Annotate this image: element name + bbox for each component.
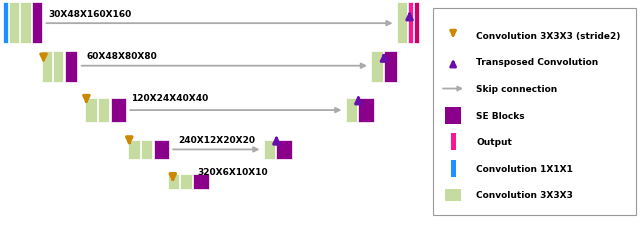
Text: Convolution 1X1X1: Convolution 1X1X1 (476, 164, 573, 173)
Bar (451, 160, 456, 177)
Bar (42, 52, 52, 82)
Text: 320X6X10X10: 320X6X10X10 (197, 167, 268, 176)
Bar (193, 174, 209, 189)
Bar (128, 140, 140, 159)
Text: Output: Output (476, 138, 512, 147)
Bar (384, 52, 397, 82)
Bar (414, 3, 419, 44)
Bar (451, 134, 456, 151)
Text: 240X12X20X20: 240X12X20X20 (178, 136, 255, 144)
Bar (358, 98, 374, 123)
Bar (20, 3, 31, 44)
Bar (98, 98, 109, 123)
Bar (65, 52, 77, 82)
Bar (397, 3, 407, 44)
Bar (141, 140, 152, 159)
Text: 60X48X80X80: 60X48X80X80 (86, 52, 157, 60)
Text: SE Blocks: SE Blocks (476, 111, 525, 120)
Text: 30X48X160X160: 30X48X160X160 (48, 10, 131, 19)
Bar (408, 3, 413, 44)
Text: Skip connection: Skip connection (476, 85, 557, 94)
Text: 120X24X40X40: 120X24X40X40 (131, 94, 209, 103)
Bar (3, 3, 8, 44)
Bar (32, 3, 42, 44)
Bar (9, 3, 19, 44)
Bar (168, 174, 179, 189)
Bar (264, 140, 275, 159)
Bar (445, 189, 461, 202)
Bar (371, 52, 383, 82)
Bar (85, 98, 97, 123)
Bar (154, 140, 169, 159)
Bar (433, 9, 636, 215)
Bar (276, 140, 292, 159)
Bar (445, 107, 461, 124)
Bar (346, 98, 357, 123)
Bar (111, 98, 126, 123)
Text: Transposed Convolution: Transposed Convolution (476, 58, 598, 67)
Text: Convolution 3X3X3 (stride2): Convolution 3X3X3 (stride2) (476, 32, 621, 41)
Text: Convolution 3X3X3: Convolution 3X3X3 (476, 191, 573, 200)
Bar (180, 174, 192, 189)
Bar (53, 52, 63, 82)
